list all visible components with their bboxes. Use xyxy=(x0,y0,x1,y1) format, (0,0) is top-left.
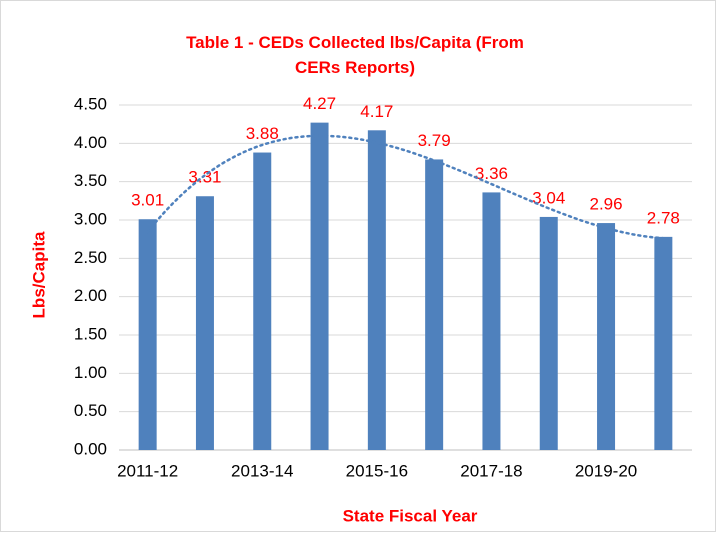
y-tick-label: 2.00 xyxy=(74,286,107,305)
y-tick-label: 4.50 xyxy=(74,94,107,113)
bar xyxy=(367,130,386,451)
bar xyxy=(539,216,558,450)
y-tick-label: 0.50 xyxy=(74,401,107,420)
bar xyxy=(310,122,329,450)
bar xyxy=(253,152,272,451)
y-tick-label: 1.50 xyxy=(74,324,107,343)
bar xyxy=(482,192,501,450)
y-tick-label: 3.00 xyxy=(74,209,107,228)
y-tick-label: 4.00 xyxy=(74,133,107,152)
data-label: 3.31 xyxy=(188,168,221,187)
y-tick-label: 1.00 xyxy=(74,363,107,382)
x-tick-label: 2015-16 xyxy=(346,461,408,480)
data-label: 3.01 xyxy=(131,191,164,210)
trendline xyxy=(146,134,665,240)
x-tick-label: 2019-20 xyxy=(575,461,637,480)
bar xyxy=(195,196,214,450)
bar xyxy=(425,159,444,450)
data-label: 3.79 xyxy=(418,131,451,150)
data-label: 4.27 xyxy=(303,94,336,113)
bar xyxy=(597,223,616,450)
data-label: 2.78 xyxy=(647,208,680,227)
data-label: 4.17 xyxy=(360,102,393,121)
bar xyxy=(138,219,157,450)
y-axis-label: Lbs/Capita xyxy=(29,231,48,318)
data-label: 2.96 xyxy=(590,195,623,214)
x-axis-label: State Fiscal Year xyxy=(343,506,478,525)
y-tick-label: 3.50 xyxy=(74,171,107,190)
x-tick-label: 2013-14 xyxy=(231,461,293,480)
y-tick-label: 0.00 xyxy=(74,439,107,458)
x-tick-label: 2017-18 xyxy=(460,461,522,480)
data-label: 3.36 xyxy=(475,164,508,183)
bar xyxy=(654,236,673,450)
y-tick-label: 2.50 xyxy=(74,248,107,267)
chart-title: Table 1 - CEDs Collected lbs/Capita (Fro… xyxy=(186,33,524,77)
data-label: 3.04 xyxy=(532,188,565,207)
x-tick-label: 2011-12 xyxy=(117,461,178,480)
data-label: 3.88 xyxy=(246,124,279,143)
